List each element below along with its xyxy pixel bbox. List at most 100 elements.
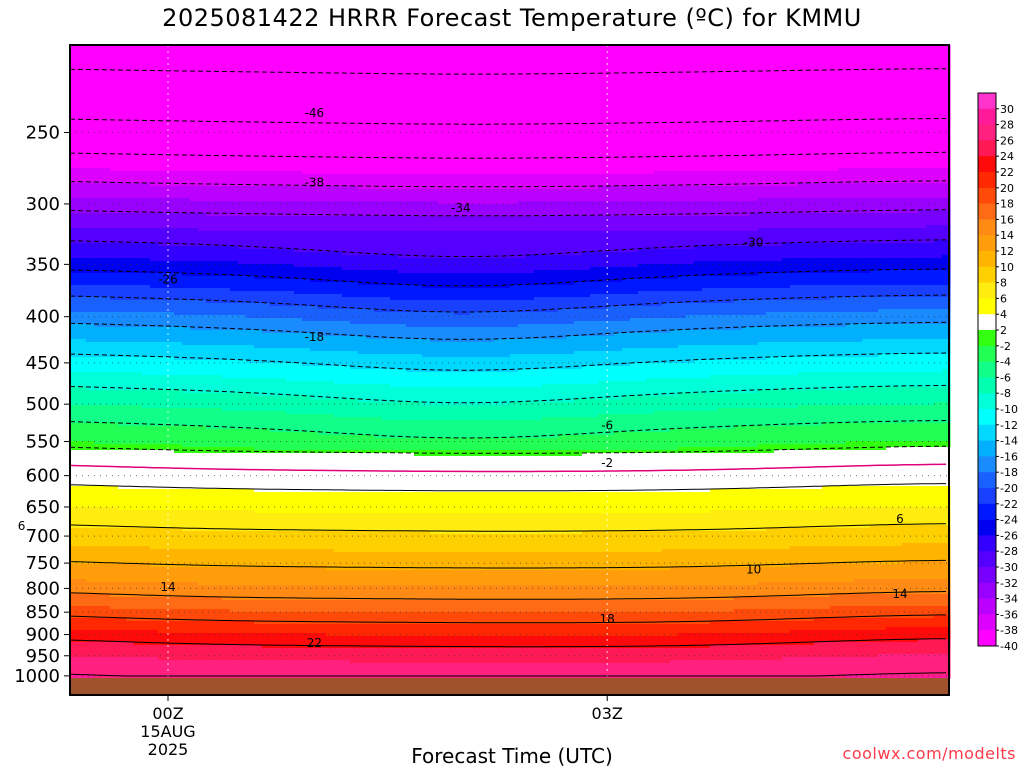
temperature-cell bbox=[206, 99, 215, 103]
temperature-cell bbox=[94, 507, 103, 511]
temperature-cell bbox=[222, 417, 231, 421]
temperature-cell bbox=[142, 396, 151, 400]
temperature-cell bbox=[94, 93, 103, 97]
temperature-cell bbox=[166, 366, 175, 370]
temperature-cell bbox=[118, 459, 127, 463]
temperature-cell bbox=[190, 93, 199, 97]
temperature-cell bbox=[70, 537, 79, 541]
temperature-cell bbox=[102, 225, 111, 229]
temperature-cell bbox=[198, 591, 207, 595]
temperature-cell bbox=[150, 219, 159, 223]
temperature-cell bbox=[142, 651, 151, 655]
temperature-cell bbox=[190, 261, 199, 265]
temperature-cell bbox=[102, 330, 111, 334]
temperature-cell bbox=[174, 165, 183, 169]
temperature-cell bbox=[70, 279, 79, 283]
temperature-cell bbox=[150, 630, 159, 634]
temperature-cell bbox=[190, 111, 199, 115]
temperature-cell bbox=[214, 204, 223, 208]
temperature-cell bbox=[78, 159, 87, 163]
temperature-cell bbox=[150, 213, 159, 217]
temperature-cell bbox=[86, 474, 95, 478]
temperature-cell bbox=[238, 324, 247, 328]
temperature-cell bbox=[166, 84, 175, 88]
temperature-cell bbox=[182, 351, 191, 355]
temperature-cell bbox=[150, 426, 159, 430]
temperature-cell bbox=[174, 231, 183, 235]
temperature-cell bbox=[214, 90, 223, 94]
temperature-cell bbox=[102, 147, 111, 151]
temperature-cell bbox=[206, 540, 215, 544]
temperature-cell bbox=[198, 75, 207, 79]
temperature-cell bbox=[182, 441, 191, 445]
temperature-cell bbox=[198, 666, 207, 670]
temperature-cell bbox=[222, 192, 231, 196]
temperature-cell bbox=[166, 384, 175, 388]
temperature-cell bbox=[70, 387, 79, 391]
temperature-cell bbox=[174, 543, 183, 547]
temperature-cell bbox=[206, 96, 215, 100]
temperature-cell bbox=[222, 549, 231, 553]
temperature-cell bbox=[150, 627, 159, 631]
temperature-cell bbox=[230, 237, 239, 241]
temperature-cell bbox=[182, 651, 191, 655]
temperature-cell bbox=[222, 258, 231, 262]
temperature-cell bbox=[86, 243, 95, 247]
temperature-cell bbox=[198, 615, 207, 619]
temperature-cell bbox=[166, 102, 175, 106]
temperature-cell bbox=[230, 462, 239, 466]
temperature-cell bbox=[94, 237, 103, 241]
temperature-cell bbox=[110, 192, 119, 196]
temperature-cell bbox=[254, 435, 263, 439]
temperature-cell bbox=[70, 138, 79, 142]
temperature-cell bbox=[230, 339, 239, 343]
temperature-cell bbox=[70, 135, 79, 139]
temperature-cell bbox=[206, 630, 215, 634]
temperature-cell bbox=[214, 255, 223, 259]
temperature-cell bbox=[182, 672, 191, 676]
temperature-cell bbox=[230, 630, 239, 634]
temperature-cell bbox=[198, 204, 207, 208]
temperature-cell bbox=[134, 219, 143, 223]
temperature-cell bbox=[222, 162, 231, 166]
temperature-cell bbox=[110, 246, 119, 250]
temperature-cell bbox=[78, 285, 87, 289]
temperature-cell bbox=[222, 294, 231, 298]
temperature-cell bbox=[110, 168, 119, 172]
temperature-cell bbox=[70, 534, 79, 538]
temperature-cell bbox=[198, 246, 207, 250]
temperature-cell bbox=[110, 336, 119, 340]
temperature-cell bbox=[206, 453, 215, 457]
temperature-cell bbox=[158, 207, 167, 211]
temperature-cell bbox=[190, 189, 199, 193]
temperature-cell bbox=[110, 480, 119, 484]
temperature-cell bbox=[238, 498, 247, 502]
temperature-cell bbox=[118, 513, 127, 517]
temperature-cell bbox=[142, 492, 151, 496]
temperature-cell bbox=[110, 282, 119, 286]
temperature-cell bbox=[118, 555, 127, 559]
temperature-cell bbox=[118, 534, 127, 538]
temperature-cell bbox=[182, 582, 191, 586]
temperature-cell bbox=[190, 198, 199, 202]
temperature-cell bbox=[246, 399, 255, 403]
temperature-cell bbox=[142, 366, 151, 370]
temperature-cell bbox=[238, 123, 247, 127]
temperature-cell bbox=[230, 336, 239, 340]
temperature-cell bbox=[230, 411, 239, 415]
temperature-cell bbox=[158, 111, 167, 115]
temperature-cell bbox=[158, 549, 167, 553]
temperature-cell bbox=[206, 165, 215, 169]
temperature-cell bbox=[158, 228, 167, 232]
temperature-cell bbox=[134, 600, 143, 604]
temperature-cell bbox=[246, 522, 255, 526]
temperature-cell bbox=[214, 408, 223, 412]
temperature-cell bbox=[214, 54, 223, 58]
temperature-cell bbox=[110, 339, 119, 343]
temperature-cell bbox=[102, 195, 111, 199]
temperature-cell bbox=[126, 342, 135, 346]
temperature-cell bbox=[126, 168, 135, 172]
temperature-cell bbox=[78, 336, 87, 340]
temperature-cell bbox=[126, 228, 135, 232]
temperature-cell bbox=[158, 174, 167, 178]
